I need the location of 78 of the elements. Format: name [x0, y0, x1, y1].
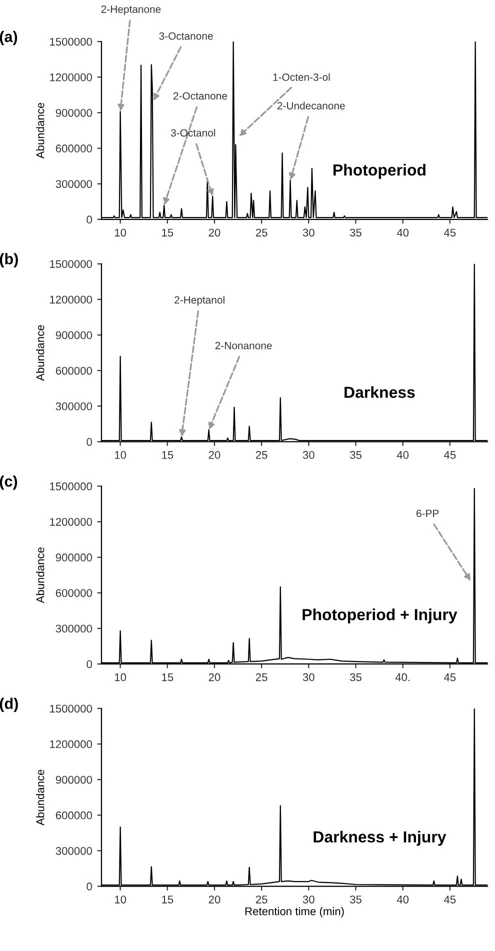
x-tick-label: 35	[350, 451, 362, 459]
x-tick-label: 15	[162, 896, 174, 904]
y-axis-title: Abundance	[36, 547, 44, 604]
x-tick-label: 40	[396, 451, 409, 459]
annotation: 6-PP	[416, 510, 439, 518]
annotation: 2-Heptanone	[101, 6, 161, 15]
annotation: Photoperiod	[334, 164, 426, 179]
y-tick-label: 600000	[56, 811, 92, 820]
annotation: 2-Octanone	[174, 92, 227, 100]
y-tick-label: 0	[86, 438, 92, 446]
y-tick-label: 900000	[56, 331, 92, 340]
annotation: 2-Heptanol	[174, 296, 224, 306]
y-tick-label: 1500000	[50, 38, 92, 46]
y-tick-label: 300000	[56, 846, 92, 855]
y-tick-label: 300000	[56, 180, 92, 188]
x-tick-label: 25	[256, 451, 268, 459]
annotation: 1-Octen-3-ol	[273, 73, 330, 81]
x-tick-label: 25	[256, 228, 268, 237]
annotation: Darkness + Injury	[314, 830, 446, 846]
y-tick-label: 1200000	[50, 740, 92, 748]
y-tick-label: 1200000	[50, 73, 92, 82]
x-tick-label: 40.	[395, 673, 410, 682]
y-tick-label: 300000	[56, 402, 92, 410]
y-tick-label: 900000	[56, 776, 92, 784]
y-tick-label: 1200000	[50, 518, 92, 526]
y-tick-label: 1500000	[50, 482, 92, 490]
x-tick-label: 15	[162, 228, 174, 237]
x-tick-label: 15	[162, 673, 174, 682]
x-tick-label: 45	[444, 896, 456, 904]
y-tick-label: 0	[86, 216, 92, 224]
x-tick-label: 25	[256, 896, 268, 904]
y-tick-label: 600000	[56, 589, 92, 597]
x-tick-label: 10	[114, 673, 126, 682]
x-axis-title: Retention time (min)	[245, 907, 344, 918]
x-tick-label: 35	[350, 673, 362, 682]
x-tick-label: 35	[350, 896, 362, 904]
y-tick-label: 300000	[56, 624, 92, 633]
y-tick-label: 1500000	[50, 704, 92, 713]
x-tick-label: 15	[162, 451, 174, 459]
x-tick-label: 35	[350, 228, 362, 237]
x-tick-label: 10	[114, 228, 126, 237]
x-tick-label: 25	[256, 673, 268, 682]
x-tick-label: 10	[114, 896, 126, 904]
x-tick-label: 20	[208, 451, 220, 459]
x-tick-label: 45	[444, 451, 456, 459]
x-tick-label: 30	[302, 451, 314, 459]
annotation: 2-Undecanone	[277, 102, 345, 110]
chart-title: (a)	[0, 30, 18, 46]
annotation: Darkness	[344, 386, 415, 398]
y-tick-label: 900000	[56, 554, 92, 562]
x-tick-label: 30	[302, 673, 314, 682]
y-axis-title: Abundance	[36, 102, 44, 159]
x-tick-label: 40	[396, 896, 409, 904]
x-tick-label: 45	[444, 673, 456, 682]
y-axis-title: Abundance	[36, 770, 44, 826]
annotation: 3-Octanone	[159, 32, 213, 40]
y-tick-label: 600000	[56, 144, 92, 152]
chart-title: (c)	[0, 475, 18, 490]
y-tick-label: 0	[86, 882, 92, 890]
chart-title: (d)	[0, 698, 18, 712]
x-tick-label: 10	[114, 451, 126, 459]
x-tick-label: 40	[396, 228, 409, 237]
x-tick-label: 45	[444, 228, 456, 237]
y-tick-label: 900000	[56, 108, 92, 117]
x-tick-label: 30	[302, 896, 314, 904]
x-tick-label: 30	[302, 228, 314, 237]
x-tick-label: 20	[208, 228, 220, 237]
x-tick-label: 20	[208, 673, 220, 682]
y-tick-label: 1200000	[50, 296, 92, 304]
annotation: Photoperiod + Injury	[302, 608, 458, 624]
y-tick-label: 1500000	[50, 260, 92, 268]
x-tick-label: 20	[208, 896, 220, 904]
annotation: 3-Octanol	[170, 128, 216, 137]
chart-title: (b)	[0, 253, 18, 268]
annotation: 2-Nonanone	[215, 342, 272, 350]
y-tick-label: 0	[86, 660, 92, 668]
y-axis-title: Abundance	[36, 325, 44, 381]
y-tick-label: 600000	[56, 366, 92, 375]
